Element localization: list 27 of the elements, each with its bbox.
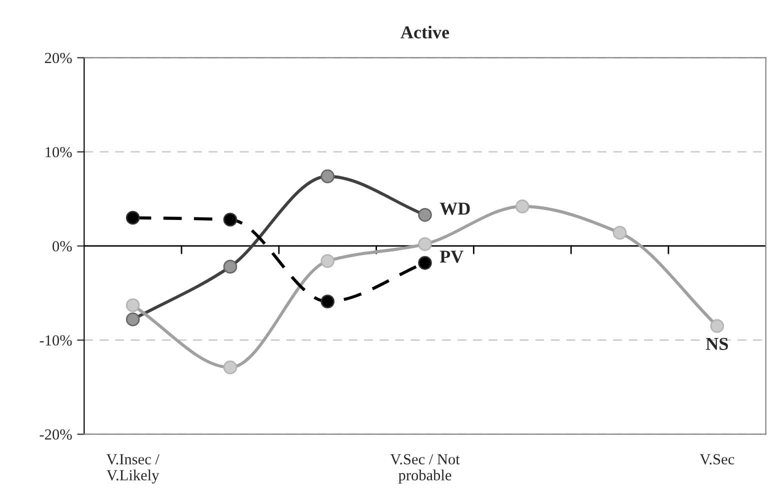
- point: [612, 226, 627, 240]
- point: [223, 360, 238, 374]
- x-tick-label: V.Insec / V.Likely: [106, 454, 160, 484]
- point: [710, 319, 724, 333]
- legend-label: PV: [440, 250, 464, 263]
- y-tick-label: 10%: [46, 146, 72, 158]
- point: [126, 312, 140, 326]
- point: [515, 200, 530, 214]
- point: [223, 212, 238, 227]
- point: [223, 260, 238, 274]
- y-tick-label: 20%: [45, 52, 72, 64]
- point: [320, 294, 335, 308]
- y-tick-label: 0%: [52, 241, 72, 252]
- y-tick-label: -10%: [40, 335, 72, 346]
- point: [126, 298, 140, 312]
- series-label: WD: [440, 202, 470, 215]
- point: [418, 237, 432, 252]
- point: [320, 254, 335, 268]
- x-tick-label: V.Sec / Not probable: [390, 454, 460, 484]
- point: [126, 210, 140, 225]
- point: [320, 169, 335, 184]
- point: [418, 256, 432, 270]
- y-tick-label: -20%: [40, 429, 72, 440]
- point: [418, 208, 432, 222]
- chart-title: Active: [400, 26, 450, 38]
- series-label: NS: [706, 338, 728, 350]
- x-tick-label: V.Sec: [700, 454, 734, 465]
